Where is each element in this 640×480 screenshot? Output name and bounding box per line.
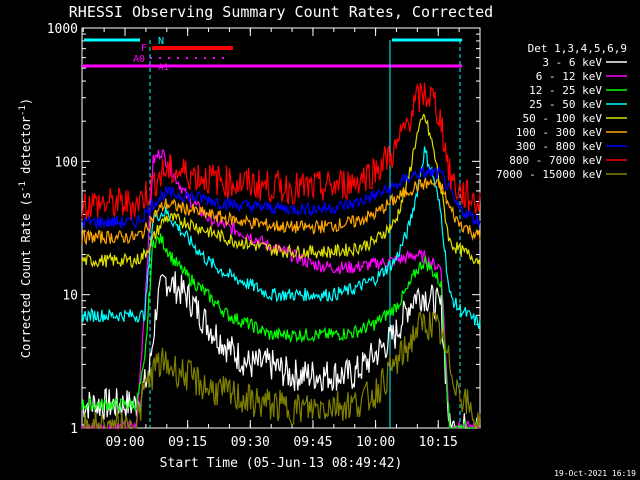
chart-title: RHESSI Observing Summary Count Rates, Co… xyxy=(69,3,493,21)
x-tick-label: 10:00 xyxy=(356,435,395,450)
x-tick-label: 09:45 xyxy=(293,435,332,450)
plot-frame xyxy=(81,27,481,429)
attenuator-dot xyxy=(168,57,170,59)
y-tick-label: 1 xyxy=(70,422,78,437)
series-line xyxy=(81,146,481,329)
x-axis-ticks: 09:00 09:15 09:30 09:45 10:00 10:15 xyxy=(82,28,460,450)
attenuator-dot xyxy=(177,57,179,59)
x-tick-label: 09:00 xyxy=(105,435,144,450)
x-axis-label: Start Time (05-Jun-13 08:49:42) xyxy=(160,456,403,471)
legend-item-label: 12 - 25 keV xyxy=(529,84,602,97)
y-axis-label: Corrected Count Rate (s-1 detector-1) xyxy=(18,98,33,358)
attenuator-dot xyxy=(159,57,161,59)
series-line xyxy=(81,82,481,220)
series-layer xyxy=(81,82,481,431)
y-tick-label: 10 xyxy=(62,289,78,304)
legend-item-label: 800 - 7000 keV xyxy=(509,154,602,167)
legend-item-label: 50 - 100 keV xyxy=(523,112,603,125)
attenuator-label-2: A1 xyxy=(158,63,169,73)
attenuator-dots xyxy=(150,57,224,59)
attenuator-dot xyxy=(213,57,215,59)
attenuator-dot xyxy=(150,57,152,59)
attenuator-label: A0 xyxy=(133,54,145,65)
series-line xyxy=(81,113,481,269)
legend-item-label: 300 - 800 keV xyxy=(516,140,602,153)
series-line xyxy=(81,177,481,246)
legend-item-label: 3 - 6 keV xyxy=(542,56,602,69)
legend-title: Det 1,3,4,5,6,9 xyxy=(528,42,627,55)
series-line xyxy=(81,233,481,430)
attenuator-dot xyxy=(186,57,188,59)
y-tick-label: 1000 xyxy=(47,22,78,37)
attenuator-dot xyxy=(195,57,197,59)
annotation-layer: N F A0 A1 xyxy=(82,36,462,428)
attenuator-dot xyxy=(204,57,206,59)
series-line xyxy=(82,311,481,429)
legend-item-label: 25 - 50 keV xyxy=(529,98,602,111)
night-label: N xyxy=(158,36,164,47)
attenuator-dot xyxy=(222,57,224,59)
x-tick-label: 09:15 xyxy=(168,435,207,450)
x-tick-label: 09:30 xyxy=(231,435,270,450)
y-axis-ticks: 1 10 100 1000 xyxy=(47,22,480,437)
y-tick-label: 100 xyxy=(55,155,78,170)
footer-timestamp: 19-Oct-2021 16:19 xyxy=(554,469,636,478)
flare-label: F xyxy=(141,43,147,54)
legend-item-label: 7000 - 15000 keV xyxy=(496,168,602,181)
legend-item-label: 6 - 12 keV xyxy=(536,70,603,83)
x-tick-label: 10:15 xyxy=(419,435,458,450)
legend-item-label: 100 - 300 keV xyxy=(516,126,602,139)
series-line xyxy=(81,165,481,231)
